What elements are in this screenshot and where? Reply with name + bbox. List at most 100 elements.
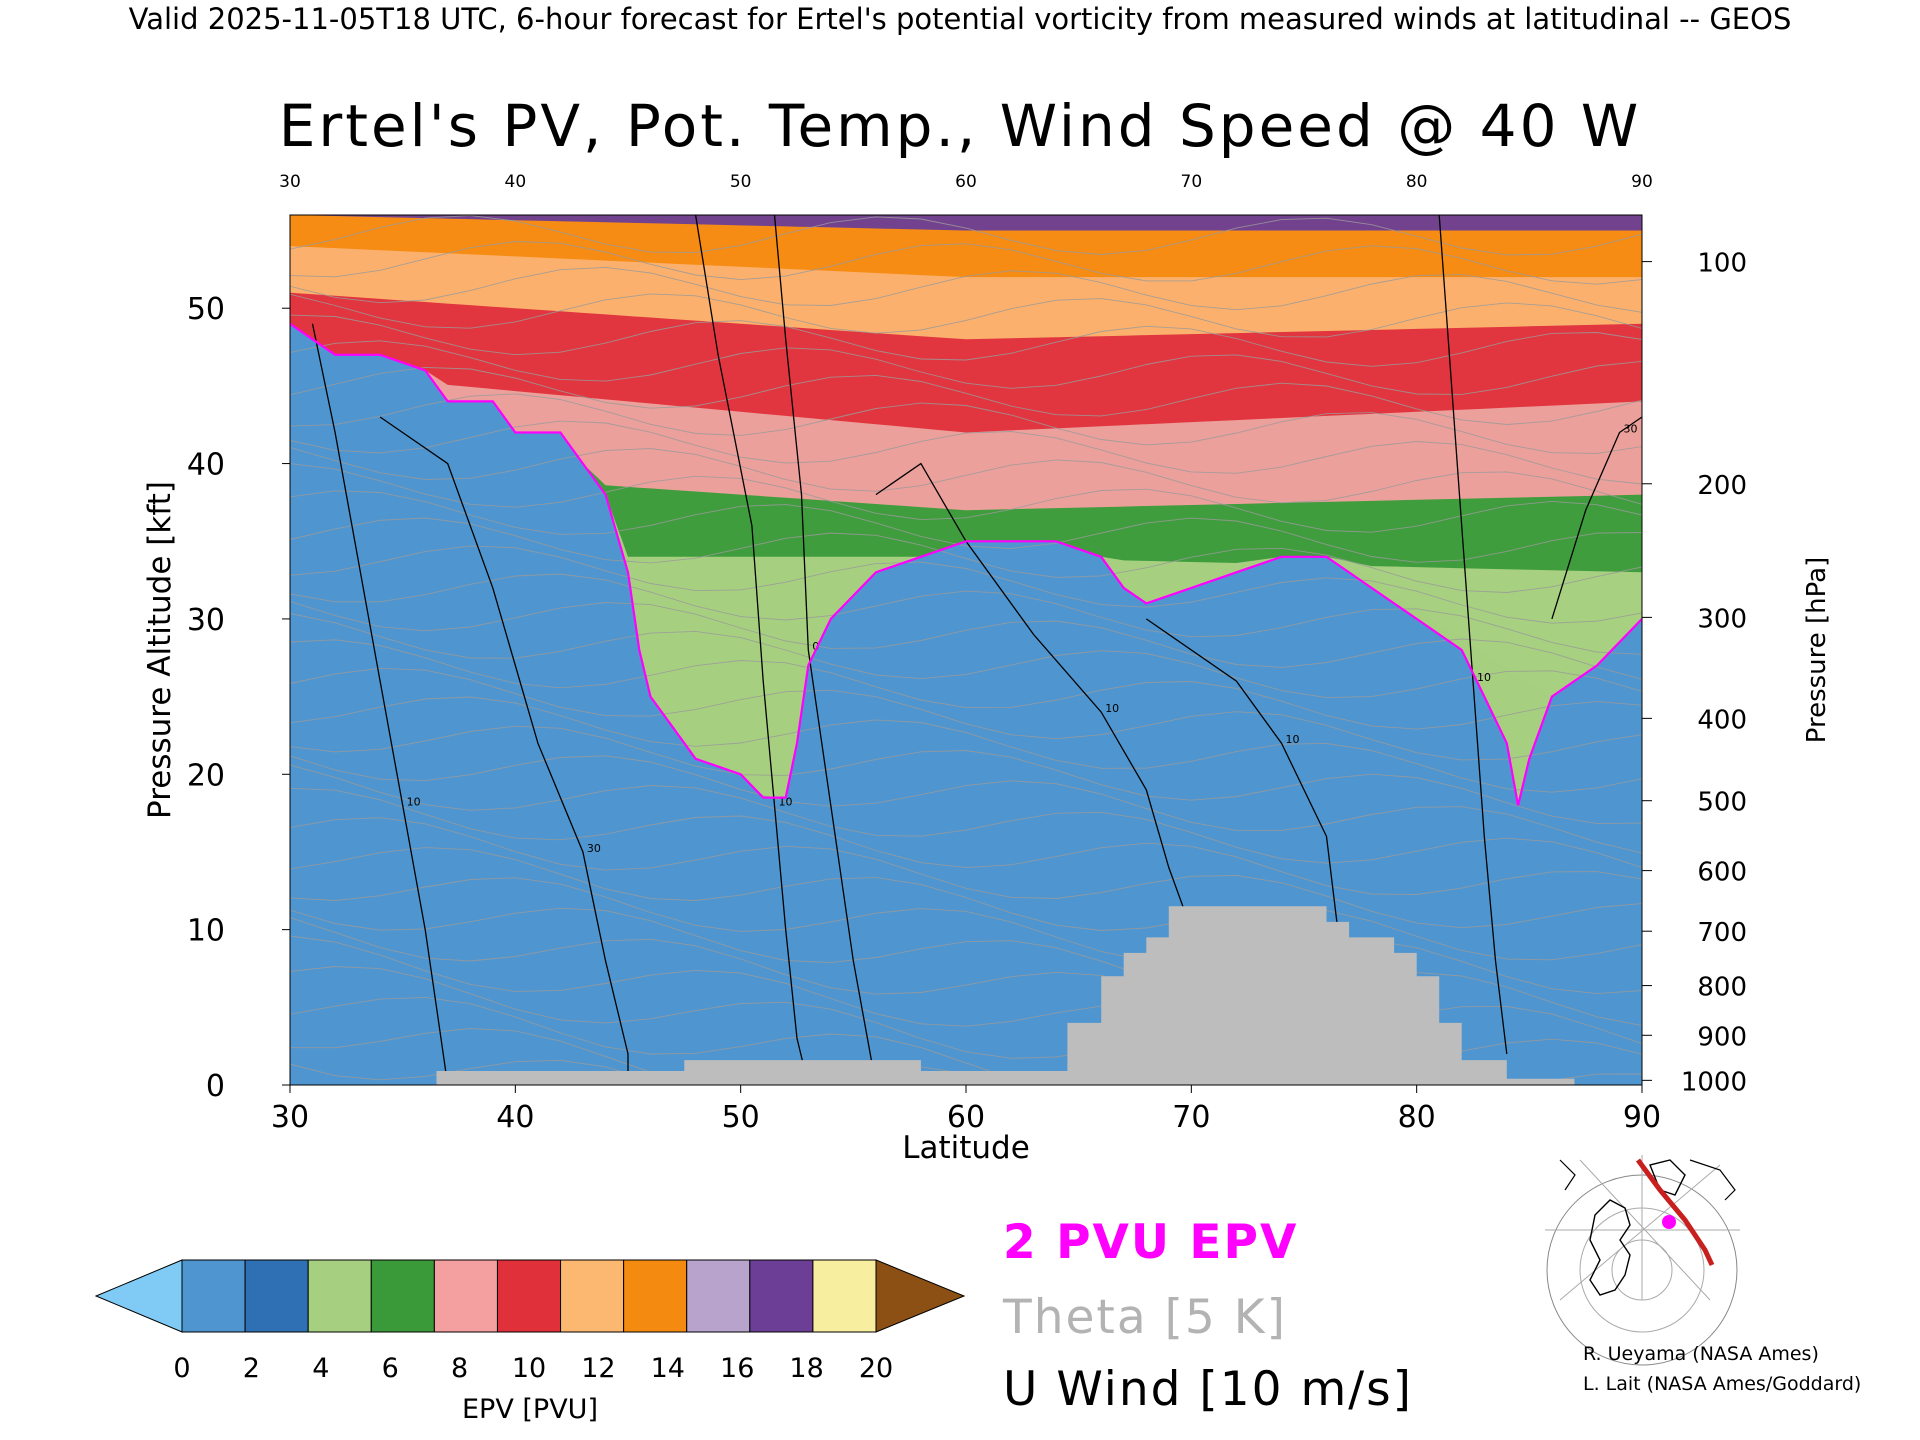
- theta-contour: [290, 215, 1642, 256]
- colorbar-segment: [496, 1259, 562, 1333]
- theta-contour: [290, 755, 1642, 854]
- colorbar-tick-label: 18: [789, 1353, 823, 1384]
- colorbar-segment: [686, 1259, 751, 1333]
- colorbar-label: EPV [PVU]: [462, 1394, 598, 1425]
- theta-contour: [290, 877, 1642, 995]
- theta-contour: [290, 314, 1642, 367]
- pressure-tick-label: 900: [1697, 1022, 1747, 1052]
- colorbar-tick-label: 8: [451, 1353, 468, 1384]
- theta-contour: [290, 366, 1642, 425]
- colorbar-tick-label: 14: [651, 1353, 685, 1384]
- inset-map: [1545, 1155, 1740, 1366]
- x-tick-label: 80: [1398, 1100, 1436, 1135]
- inset-coastlines: [1559, 1159, 1736, 1201]
- pv-bands-layer: [290, 215, 1642, 806]
- wind-contour-label: 30: [1623, 423, 1637, 436]
- theta-contour: [290, 241, 1642, 285]
- inset-cross-section-track: [1635, 1158, 1715, 1267]
- colorbar-segment: [560, 1259, 625, 1333]
- colorbar-under-arrow: [94, 1259, 183, 1333]
- theta-contour: [290, 613, 1642, 699]
- axes-layer: 3030404050506060707080809090010203040501…: [187, 172, 1747, 1135]
- theta-contour: [290, 966, 1642, 1085]
- inset-location-marker: [1662, 1215, 1676, 1229]
- legend-2pvu-epv: 2 PVU EPV: [1003, 1215, 1299, 1270]
- pressure-tick-label: 200: [1697, 471, 1747, 501]
- tropopause-2pvu-line: [290, 322, 1642, 806]
- top-tick-label: 70: [1181, 172, 1203, 192]
- y-tick-label: 40: [187, 448, 225, 483]
- wind-contour-30: [379, 416, 629, 1085]
- pressure-tick-label: 400: [1697, 705, 1747, 735]
- top-tick-label: 90: [1631, 172, 1653, 192]
- surface-mask: [436, 906, 1575, 1085]
- pressure-tick-label: 100: [1697, 249, 1747, 279]
- x-tick-label: 70: [1172, 1100, 1210, 1135]
- x-tick-label: 50: [722, 1100, 760, 1135]
- y-tick-label: 0: [206, 1069, 225, 1104]
- colorbar: 0 2 4 6 8 10 12 14 16 18 20: [94, 1259, 966, 1384]
- top-tick-label: 80: [1406, 172, 1428, 192]
- wind-contour-label: 30: [587, 842, 601, 855]
- pressure-tick-label: 800: [1697, 973, 1747, 1003]
- colorbar-tick-label: 6: [382, 1353, 399, 1384]
- credit-line-1: R. Ueyama (NASA Ames): [1583, 1343, 1819, 1365]
- x-tick-label: 30: [271, 1100, 309, 1135]
- colorbar-segment: [812, 1259, 877, 1333]
- x-tick-label: 60: [947, 1100, 985, 1135]
- colorbar-tick-label: 0: [173, 1353, 190, 1384]
- wind-contour-30: [1551, 416, 1642, 620]
- wind-contour-label: 10: [1285, 733, 1299, 746]
- y-axis-label-right: Pressure [hPa]: [1802, 557, 1832, 744]
- theta-contour: [290, 725, 1642, 825]
- theta-contour: [290, 1059, 666, 1085]
- x-tick-label: 40: [496, 1100, 534, 1135]
- theta-contour: [290, 573, 1642, 655]
- theta-contour: [290, 696, 1642, 793]
- theta-contour: [290, 639, 1642, 730]
- pv-band-6: [290, 215, 1642, 278]
- pressure-tick-label: 300: [1697, 604, 1747, 634]
- x-axis-label: Latitude: [902, 1130, 1030, 1166]
- pressure-tick-label: 600: [1697, 858, 1747, 888]
- colorbar-segment: [749, 1259, 814, 1333]
- x-tick-label: 90: [1623, 1100, 1661, 1135]
- colorbar-segment: [433, 1259, 498, 1333]
- legend-u-wind: U Wind [10 m/s]: [1003, 1362, 1413, 1417]
- wind-contour-10: [875, 462, 1192, 930]
- wind-contour-label: 10: [1105, 702, 1119, 715]
- pressure-tick-label: 1000: [1681, 1067, 1747, 1097]
- theta-contour: [290, 764, 1642, 868]
- legend-theta: Theta [5 K]: [1003, 1290, 1287, 1345]
- header-valid-time: Valid 2025-11-05T18 UTC, 6-hour forecast…: [128, 2, 1792, 36]
- colorbar-segment: [181, 1259, 246, 1333]
- chart-title: Ertel's PV, Pot. Temp., Wind Speed @ 40 …: [278, 92, 1642, 160]
- colorbar-tick-label: 2: [243, 1353, 260, 1384]
- theta-contour: [290, 847, 1642, 961]
- theta-contour: [290, 447, 1642, 505]
- y-axis-label-left: Pressure Altitude [kft]: [142, 481, 178, 819]
- wind-contour-10: [311, 323, 449, 1085]
- colorbar-tick-label: 4: [312, 1353, 329, 1384]
- colorbar-tick-label: 12: [581, 1353, 615, 1384]
- colorbar-tick-label: 20: [859, 1353, 893, 1384]
- colorbar-tick-label: 16: [720, 1353, 754, 1384]
- top-tick-label: 50: [730, 172, 752, 192]
- pressure-tick-label: 700: [1697, 918, 1747, 948]
- top-tick-label: 30: [279, 172, 301, 192]
- theta-contour: [290, 787, 1642, 895]
- wind-contour-label: 0: [812, 640, 819, 653]
- colorbar-over-arrow: [875, 1259, 966, 1333]
- theta-contour: [290, 517, 1642, 593]
- theta-contour: [290, 996, 1349, 1085]
- wind-contour-0: [773, 215, 877, 1085]
- colorbar-tick-label: 10: [512, 1353, 546, 1384]
- wind-contour-10: [694, 215, 809, 1085]
- inset-landmass-north-america: [1589, 1199, 1631, 1296]
- colorbar-segment: [623, 1259, 688, 1333]
- inset-meridians: [1545, 1155, 1740, 1301]
- wind-contour-label: 10: [407, 795, 421, 808]
